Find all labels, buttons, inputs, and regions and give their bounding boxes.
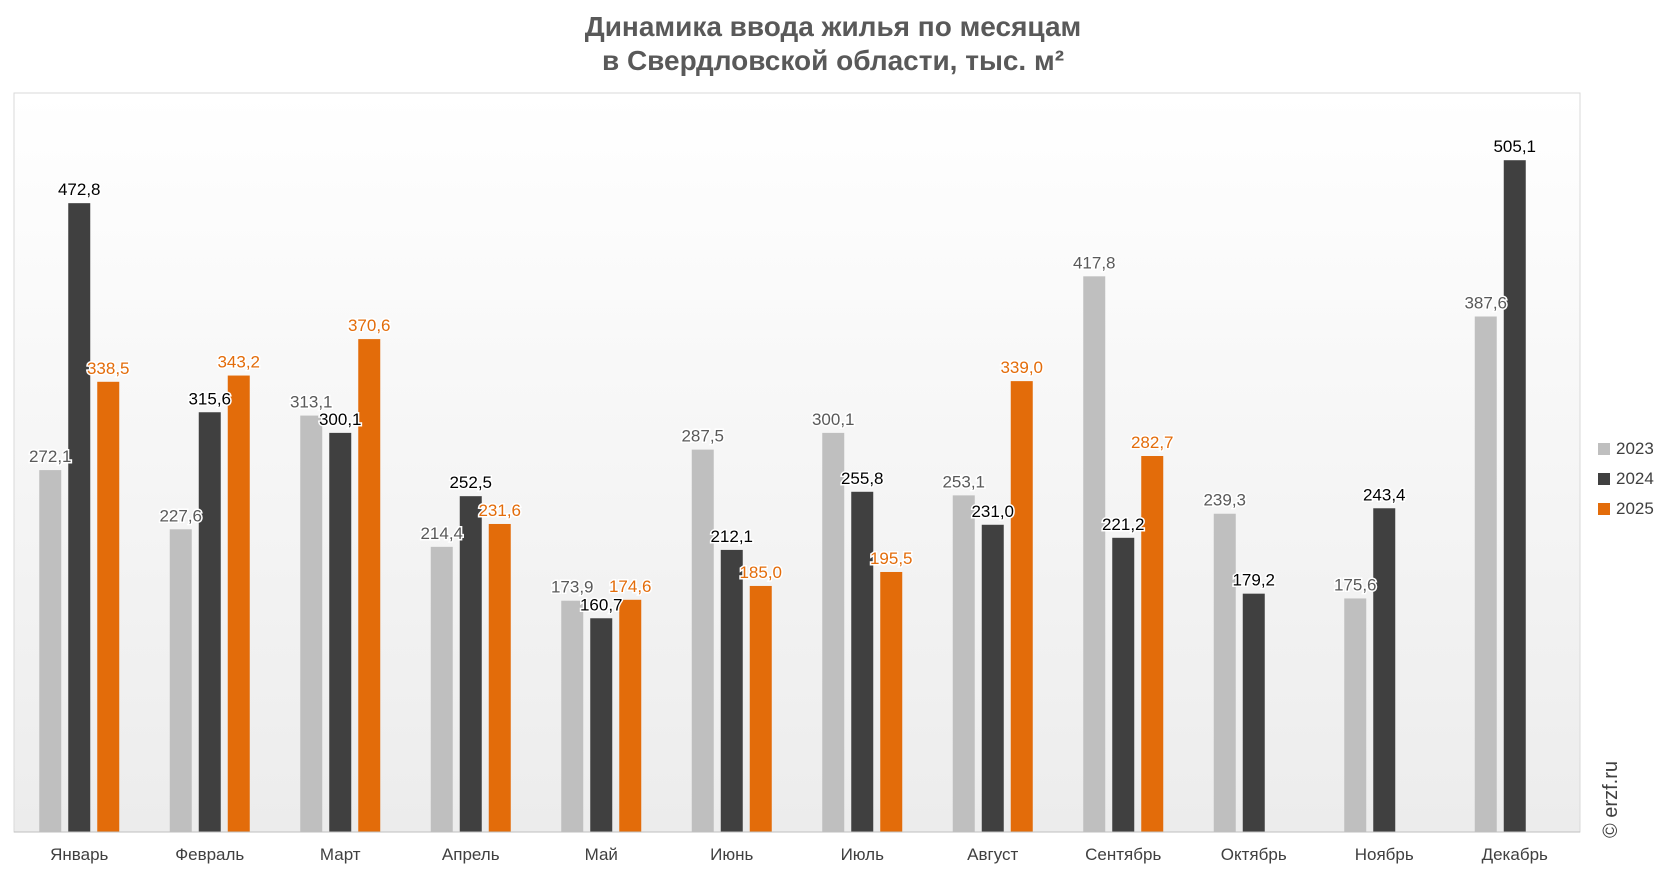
bar-2024-6 xyxy=(851,491,874,832)
data-label-2025-0: 338,5 xyxy=(87,359,130,378)
data-label-2023-6: 300,1 xyxy=(812,410,855,429)
legend-label-2025: 2025 xyxy=(1616,499,1654,518)
data-label-2023-7: 253,1 xyxy=(942,472,985,491)
x-tick-label-11: Декабрь xyxy=(1482,845,1548,864)
x-tick-label-3: Апрель xyxy=(442,845,500,864)
bar-2023-11 xyxy=(1474,316,1497,832)
bar-2023-10 xyxy=(1344,598,1367,832)
bar-2025-4 xyxy=(619,599,642,832)
data-label-2025-2: 370,6 xyxy=(348,316,391,335)
data-label-2023-1: 227,6 xyxy=(159,506,202,525)
bar-2025-7 xyxy=(1010,381,1033,832)
bar-2025-5 xyxy=(749,585,772,832)
x-tick-label-7: Август xyxy=(967,845,1018,864)
data-label-2024-3: 252,5 xyxy=(449,473,492,492)
bar-2024-0 xyxy=(68,203,91,832)
x-tick-label-5: Июнь xyxy=(710,845,753,864)
bar-2025-1 xyxy=(227,375,250,832)
data-label-2025-8: 282,7 xyxy=(1131,433,1174,452)
data-label-2023-8: 417,8 xyxy=(1073,253,1116,272)
bar-2023-3 xyxy=(430,546,453,832)
bar-2025-8 xyxy=(1141,456,1164,832)
legend-item-2025: 2025 xyxy=(1598,494,1654,524)
data-label-2024-2: 300,1 xyxy=(319,410,362,429)
data-label-2025-1: 343,2 xyxy=(217,353,260,372)
bar-2024-9 xyxy=(1242,593,1265,832)
bar-2024-4 xyxy=(590,618,613,832)
data-label-2025-5: 185,0 xyxy=(739,563,782,582)
data-label-2024-11: 505,1 xyxy=(1493,137,1536,156)
data-label-2023-2: 313,1 xyxy=(290,393,333,412)
legend: 2023 2024 2025 xyxy=(1598,434,1654,524)
legend-item-2023: 2023 xyxy=(1598,434,1654,464)
data-label-2024-9: 179,2 xyxy=(1232,571,1275,590)
bar-2023-2 xyxy=(300,415,323,832)
bar-2024-3 xyxy=(459,496,482,832)
x-tick-label-0: Январь xyxy=(50,845,108,864)
chart-title-line1: Динамика ввода жилья по месяцам xyxy=(584,11,1082,42)
bar-2025-3 xyxy=(488,523,511,832)
legend-label-2023: 2023 xyxy=(1616,439,1654,458)
bar-2024-1 xyxy=(198,412,221,832)
x-tick-label-9: Октябрь xyxy=(1221,845,1287,864)
data-label-2024-8: 221,2 xyxy=(1102,515,1145,534)
data-label-2023-11: 387,6 xyxy=(1464,293,1507,312)
data-label-2023-3: 214,4 xyxy=(420,524,463,543)
data-label-2023-9: 239,3 xyxy=(1203,491,1246,510)
legend-item-2024: 2024 xyxy=(1598,464,1654,494)
bar-2025-2 xyxy=(358,339,381,832)
bar-2024-5 xyxy=(720,549,743,832)
bar-2024-8 xyxy=(1112,537,1135,832)
data-label-2024-4: 160,7 xyxy=(580,595,623,614)
data-label-2024-5: 212,1 xyxy=(710,527,753,546)
data-label-2025-3: 231,6 xyxy=(478,501,521,520)
data-label-2024-10: 243,4 xyxy=(1363,485,1406,504)
x-tick-label-8: Сентябрь xyxy=(1085,845,1161,864)
bar-2023-0 xyxy=(39,470,62,832)
x-tick-label-2: Март xyxy=(320,845,361,864)
x-tick-label-6: Июль xyxy=(841,845,885,864)
bar-2025-0 xyxy=(97,381,120,832)
data-label-2025-4: 174,6 xyxy=(609,577,652,596)
legend-swatch-2024 xyxy=(1598,473,1610,485)
bar-2023-5 xyxy=(691,449,714,832)
bar-2023-8 xyxy=(1083,276,1106,832)
bar-2023-9 xyxy=(1213,513,1236,832)
bar-2024-11 xyxy=(1503,160,1526,833)
data-label-2023-10: 175,6 xyxy=(1334,575,1377,594)
bar-2025-6 xyxy=(880,571,903,832)
data-label-2023-4: 173,9 xyxy=(551,578,594,597)
data-label-2023-0: 272,1 xyxy=(29,447,72,466)
data-label-2025-6: 195,5 xyxy=(870,549,913,568)
data-label-2024-1: 315,6 xyxy=(188,389,231,408)
data-label-2024-0: 472,8 xyxy=(58,180,101,199)
x-tick-label-1: Февраль xyxy=(175,845,244,864)
bar-2024-7 xyxy=(981,524,1004,832)
x-tick-label-10: Ноябрь xyxy=(1355,845,1414,864)
bar-2023-7 xyxy=(952,495,975,832)
legend-label-2024: 2024 xyxy=(1616,469,1654,488)
chart-title-line2: в Свердловской области, тыс. м² xyxy=(601,45,1065,76)
data-label-2024-6: 255,8 xyxy=(841,469,884,488)
bar-2024-10 xyxy=(1373,508,1396,832)
bar-2023-1 xyxy=(169,529,192,832)
data-label-2023-5: 287,5 xyxy=(681,427,724,446)
x-tick-label-4: Май xyxy=(585,845,618,864)
legend-swatch-2023 xyxy=(1598,443,1610,455)
data-label-2024-7: 231,0 xyxy=(971,502,1014,521)
data-label-2025-7: 339,0 xyxy=(1000,358,1043,377)
bar-2023-4 xyxy=(561,600,584,832)
chart-title: Динамика ввода жилья по месяцам в Свердл… xyxy=(0,10,1666,78)
bar-2023-6 xyxy=(822,432,845,832)
copyright-text: © erzf.ru xyxy=(1600,761,1622,838)
legend-swatch-2025 xyxy=(1598,503,1610,515)
bar-2024-2 xyxy=(329,432,352,832)
plot-area xyxy=(13,92,1581,833)
